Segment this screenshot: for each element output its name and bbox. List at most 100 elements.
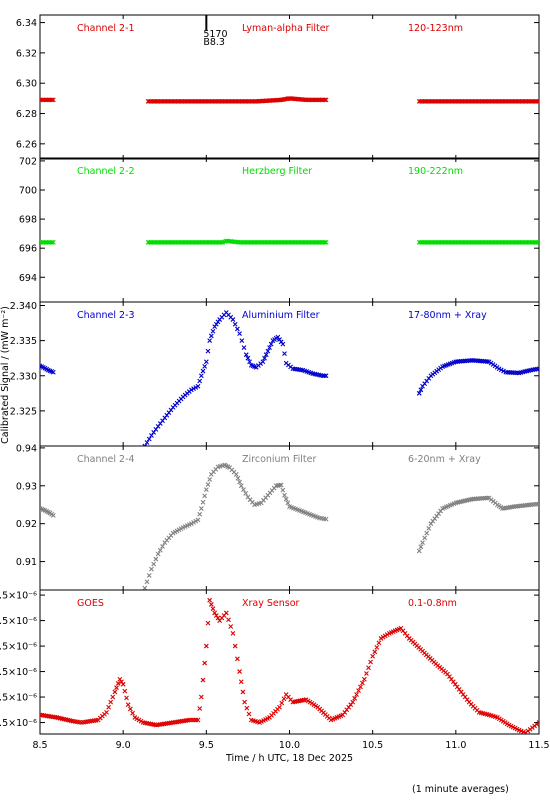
y-tick-label: 4.5×10⁻⁶ <box>0 693 37 704</box>
data-point <box>144 440 150 445</box>
x-tick-label: 10.0 <box>279 740 300 751</box>
data-point <box>238 679 244 685</box>
data-point <box>157 547 163 553</box>
panel-filter-label: Herzberg Filter <box>242 166 312 177</box>
y-tick-label: 700 <box>19 186 37 197</box>
data-point <box>368 659 373 665</box>
data-point <box>374 644 380 650</box>
data-point <box>536 366 539 372</box>
data-point <box>237 479 242 485</box>
data-point <box>200 677 206 683</box>
x-tick-label: 9.0 <box>116 740 131 751</box>
data-point <box>50 369 56 375</box>
data-point <box>370 653 376 659</box>
data-point <box>418 387 424 393</box>
data-point <box>198 506 204 511</box>
flare-number-label: 5170 <box>203 29 227 40</box>
data-point <box>203 487 209 492</box>
data-point <box>237 331 242 336</box>
data-point <box>117 676 123 682</box>
y-tick-label: 3.5×10⁻⁶ <box>0 718 37 729</box>
data-point <box>223 610 229 616</box>
data-point <box>142 585 148 590</box>
data-point <box>246 711 252 717</box>
data-point <box>160 544 165 549</box>
y-tick-label: 702 <box>19 156 37 167</box>
panel-band-label: 0.1-0.8nm <box>408 598 457 609</box>
data-point <box>124 695 129 701</box>
panel-channel-label: Channel 2-4 <box>77 454 135 465</box>
y-tick-label: 2.335 <box>10 336 37 347</box>
data-point <box>198 373 204 379</box>
data-point <box>422 535 428 541</box>
data-point <box>202 364 208 369</box>
panel-channel-label: Channel 2-1 <box>77 23 135 34</box>
data-point <box>535 239 539 245</box>
y-tick-label: 6.30 <box>16 79 37 90</box>
data-point <box>536 239 539 245</box>
y-tick-label: 6.34 <box>16 18 37 29</box>
panel-frame <box>39 589 540 735</box>
data-point <box>285 500 291 506</box>
footnote: (1 minute averages) <box>412 784 509 795</box>
data-point <box>208 333 214 339</box>
data-point <box>268 341 274 347</box>
x-axis-title: Time / h UTC, 18 Dec 2025 <box>225 753 353 764</box>
data-point <box>104 709 109 715</box>
panel-channel-label: GOES <box>77 598 104 609</box>
data-point <box>233 472 239 477</box>
data-point <box>195 717 201 723</box>
data-point <box>210 328 216 334</box>
y-tick-label: 2.325 <box>10 406 37 417</box>
data-point <box>354 692 359 697</box>
data-point <box>244 705 250 711</box>
data-point <box>207 597 213 603</box>
panel-filter-label: Lyman-alpha Filter <box>242 23 330 34</box>
data-point <box>235 475 241 481</box>
data-point <box>127 706 133 712</box>
data-point <box>197 511 203 517</box>
data-point <box>50 97 56 103</box>
data-point <box>322 373 327 379</box>
data-point <box>283 496 289 502</box>
data-series <box>40 310 539 446</box>
data-point <box>376 640 382 646</box>
data-point <box>112 689 118 695</box>
data-point <box>281 696 287 702</box>
data-point <box>239 338 245 344</box>
panel-channel-label: Channel 2-2 <box>77 166 135 177</box>
data-point <box>247 359 252 365</box>
data-point <box>237 669 242 674</box>
data-point <box>195 383 201 389</box>
data-point <box>125 702 131 708</box>
data-point <box>146 573 152 578</box>
y-axis-title: Calibrated Signal / (mW m⁻²) <box>0 306 11 444</box>
data-point <box>282 351 287 357</box>
data-series <box>40 462 539 590</box>
data-point <box>151 561 157 567</box>
data-point <box>536 99 539 104</box>
data-point <box>122 688 128 694</box>
panel-frame <box>39 445 540 591</box>
y-tick-label: 0.91 <box>16 557 37 568</box>
data-point <box>240 689 246 695</box>
data-point <box>119 679 124 685</box>
data-point <box>265 348 271 354</box>
y-tick-label: 696 <box>19 244 37 255</box>
data-point <box>203 643 209 649</box>
panel-filter-label: Zirconium Filter <box>242 454 316 465</box>
data-series <box>40 238 539 245</box>
data-point <box>279 700 285 706</box>
data-point <box>238 483 244 489</box>
data-point <box>144 579 150 585</box>
data-point <box>282 492 287 498</box>
data-point <box>234 326 240 332</box>
data-point <box>323 373 329 379</box>
data-point <box>260 359 266 365</box>
data-point <box>215 615 221 621</box>
y-tick-label: 0.93 <box>16 481 37 492</box>
data-point <box>207 477 213 482</box>
data-point <box>372 649 378 655</box>
data-point <box>208 602 214 607</box>
